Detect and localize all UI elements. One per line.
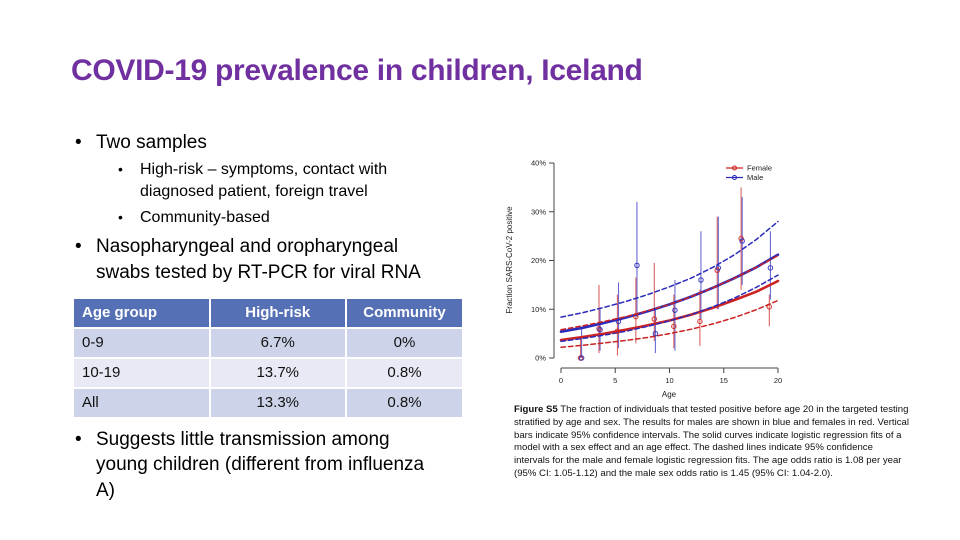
series-points-female bbox=[579, 187, 770, 358]
table-cell: 6.7% bbox=[208, 326, 347, 359]
chart-legend bbox=[726, 165, 743, 181]
x-tick-label: 10 bbox=[665, 376, 673, 385]
y-tick-label: 30% bbox=[531, 207, 546, 216]
table-cell: 10-19 bbox=[72, 356, 211, 389]
curve-female-ci-upper bbox=[560, 254, 779, 331]
figure-caption-text: The fraction of individuals that tested … bbox=[514, 404, 909, 479]
y-tick-label: 10% bbox=[531, 305, 546, 314]
table-header-cell: Age group bbox=[72, 296, 211, 329]
bullet-icon: • bbox=[75, 132, 82, 153]
figure-caption: Figure S5 The fraction of individuals th… bbox=[514, 404, 910, 481]
curve-female-fit bbox=[559, 279, 780, 342]
slide-title: COVID-19 prevalence in children, Iceland bbox=[71, 54, 643, 87]
bullet-icon: • bbox=[75, 428, 82, 450]
table-cell: 0.8% bbox=[345, 356, 464, 389]
bullet-list: • Two samples • High-risk – symptoms, co… bbox=[72, 128, 472, 504]
chart-axes bbox=[549, 162, 779, 373]
bullet-community: • Community-based bbox=[118, 208, 270, 226]
table-cell: 0% bbox=[345, 326, 464, 359]
bullet-high-risk: • High-risk – symptoms, contact with dia… bbox=[118, 160, 388, 201]
x-tick-label: 15 bbox=[720, 376, 728, 385]
bullet-conclusion: • Suggests little transmission among you… bbox=[72, 427, 472, 504]
x-tick-label: 20 bbox=[774, 376, 782, 385]
bullet-icon: • bbox=[118, 208, 123, 225]
bullet-swabs: • Nasopharyngeal and oropharyngeal swabs… bbox=[72, 234, 472, 286]
table-cell: All bbox=[72, 386, 211, 419]
prevalence-by-age-chart: 0% 10% 20% 30% 40% 0 5 10 15 20 Age Fraction SARS-C… bbox=[505, 159, 782, 399]
legend-label: Male bbox=[747, 173, 763, 182]
table-header-cell: Community bbox=[345, 296, 464, 329]
bullet-icon: • bbox=[75, 236, 82, 257]
y-tick-label: 20% bbox=[531, 256, 546, 265]
x-tick-label: 5 bbox=[613, 376, 617, 385]
table-row: All 13.3% 0.8% bbox=[72, 386, 464, 419]
table-header: Age group High-risk Community bbox=[72, 296, 464, 329]
table-header-cell: High-risk bbox=[208, 296, 347, 329]
curve-male-ci-upper bbox=[560, 220, 779, 318]
table-row: 10-19 13.7% 0.8% bbox=[72, 356, 464, 389]
x-tick-label: 0 bbox=[559, 376, 563, 385]
figure-chart: 0% 10% 20% 30% 40% 0 5 10 15 20 Age Fraction SARS-C… bbox=[495, 142, 915, 405]
prevalence-table: Age group High-risk Community 0-9 6.7% 0% 10-… bbox=[72, 296, 464, 419]
table-cell: 13.3% bbox=[208, 386, 347, 419]
bullet-two-samples: • Two samples bbox=[72, 130, 472, 156]
table-cell: 0-9 bbox=[72, 326, 211, 359]
bullet-icon: • bbox=[118, 160, 123, 177]
y-axis-label: Fraction SARS-CoV-2 positive bbox=[505, 206, 514, 314]
series-markers-male bbox=[578, 238, 774, 361]
legend-label: Female bbox=[747, 164, 772, 173]
curve-male-ci-lower bbox=[560, 274, 779, 343]
y-tick-label: 0% bbox=[535, 354, 546, 363]
y-tick-label: 40% bbox=[531, 159, 546, 168]
curve-female-ci-lower bbox=[560, 299, 779, 349]
table-cell: 13.7% bbox=[208, 356, 347, 389]
x-axis-label: Age bbox=[662, 390, 677, 399]
table-body: 0-9 6.7% 0% 10-19 13.7% 0.8% All 13.3% 0.8% bbox=[72, 326, 464, 419]
table-row: 0-9 6.7% 0% bbox=[72, 326, 464, 359]
figure-caption-label: Figure S5 bbox=[514, 404, 558, 415]
table-cell: 0.8% bbox=[345, 386, 464, 419]
